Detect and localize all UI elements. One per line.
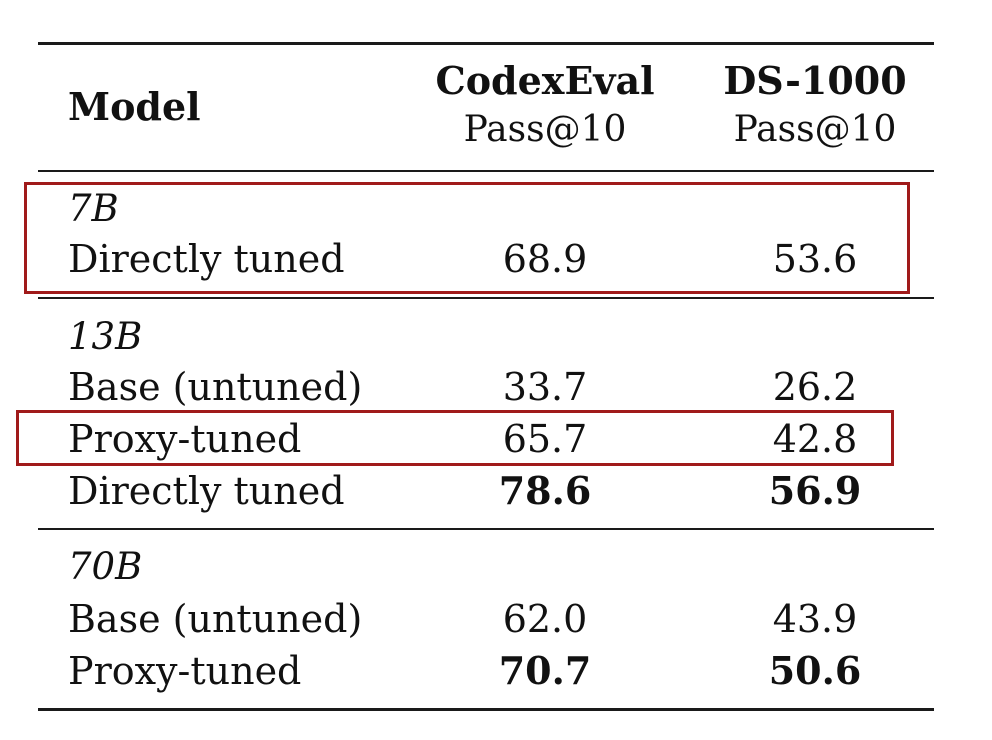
group-rule xyxy=(38,528,934,530)
codexeval-value: 70.7 xyxy=(498,648,592,693)
codexeval-value: 78.6 xyxy=(498,468,592,513)
codexeval-value: 65.7 xyxy=(502,417,588,461)
ds1000-value: 50.6 xyxy=(768,648,862,693)
header-codexeval-metric: Pass@10 xyxy=(463,109,627,150)
group-label-7b: 7B xyxy=(68,187,119,230)
row-label: Directly tuned xyxy=(68,469,345,513)
header-model: Model xyxy=(68,84,201,129)
row-label: Directly tuned xyxy=(68,237,345,281)
codexeval-value: 68.9 xyxy=(502,237,588,281)
row-label: Proxy-tuned xyxy=(68,649,302,693)
ds1000-value: 53.6 xyxy=(772,237,858,281)
header-ds1000: DS-1000 xyxy=(723,58,907,103)
row-label: Base (untuned) xyxy=(68,365,363,409)
table-bottom-rule xyxy=(38,708,934,711)
row-label: Proxy-tuned xyxy=(68,417,302,461)
header-ds1000-metric: Pass@10 xyxy=(733,109,897,150)
group-label-13b: 13B xyxy=(68,315,143,358)
group-label-70b: 70B xyxy=(68,545,143,588)
highlight-box-13b-proxy xyxy=(16,410,894,466)
codexeval-value: 62.0 xyxy=(502,597,588,641)
ds1000-value: 42.8 xyxy=(772,417,858,461)
header-rule xyxy=(38,170,934,172)
row-label: Base (untuned) xyxy=(68,597,363,641)
ds1000-value: 26.2 xyxy=(772,365,858,409)
highlight-box-7b xyxy=(24,182,910,294)
header-codexeval: CodexEval xyxy=(435,58,655,103)
table-top-rule xyxy=(38,42,934,45)
group-rule xyxy=(38,297,934,299)
ds1000-value: 56.9 xyxy=(768,468,862,513)
codexeval-value: 33.7 xyxy=(502,365,588,409)
ds1000-value: 43.9 xyxy=(772,597,858,641)
